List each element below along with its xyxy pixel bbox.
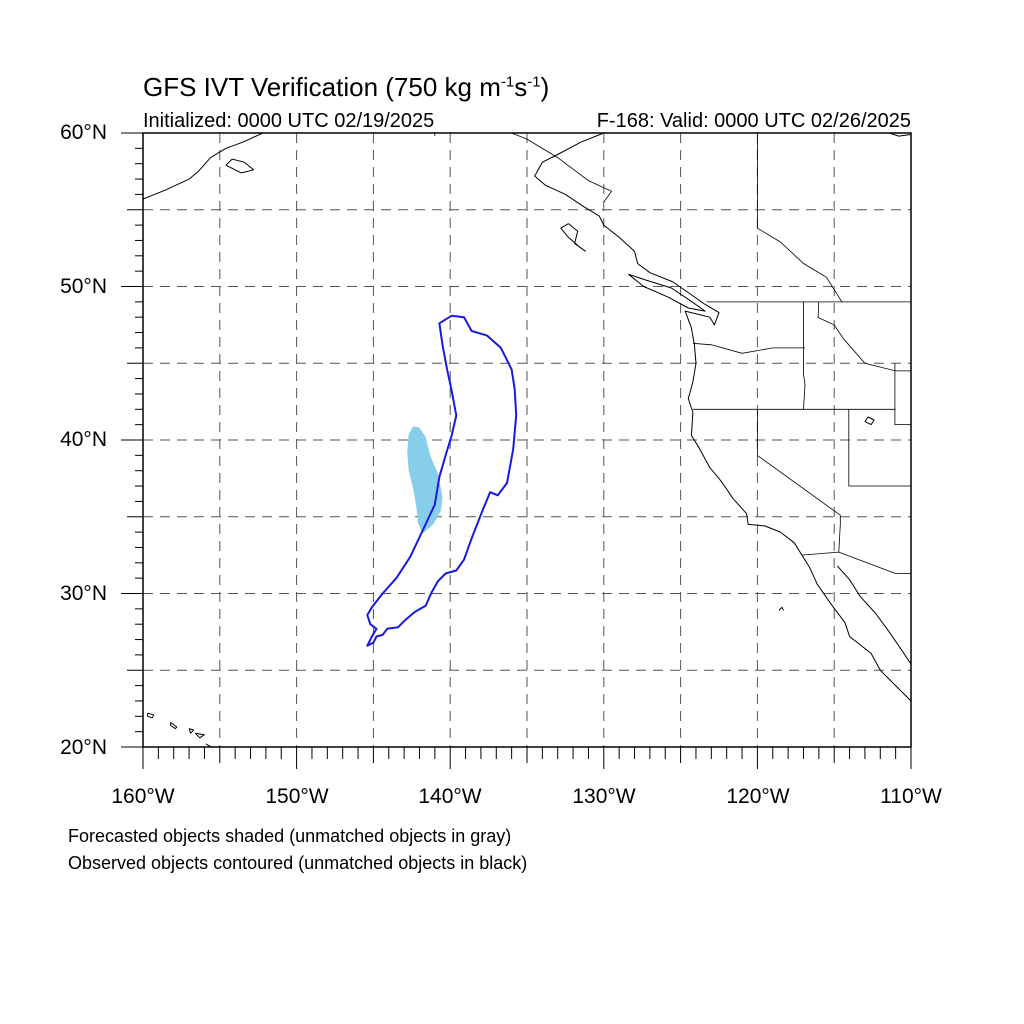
coastline [143, 133, 264, 200]
lon-label-150w: 150°W [265, 785, 329, 808]
legend-note-forecast: Forecasted objects shaded (unmatched obj… [68, 826, 512, 846]
coastlines [143, 133, 911, 747]
coastline [188, 728, 195, 734]
lon-label-120w: 120°W [726, 785, 790, 808]
observed-ivt-contour [366, 314, 518, 647]
lon-label-110w: 110°W [880, 785, 942, 808]
coastline [889, 133, 911, 137]
political-border [757, 409, 841, 553]
political-border [817, 301, 911, 372]
coastline [194, 732, 205, 739]
political-border [801, 551, 911, 574]
forecast-ivt-object [407, 426, 443, 534]
lon-label-130w: 130°W [572, 785, 636, 808]
political-border [757, 133, 843, 303]
axis-ticks [121, 132, 912, 769]
coastline [170, 721, 178, 730]
coastline [205, 743, 213, 747]
coastline [628, 273, 706, 312]
ivt-objects [366, 314, 518, 647]
coastline [836, 565, 911, 665]
graticule [143, 133, 911, 747]
initialized-time: Initialized: 0000 UTC 02/19/2025 [143, 110, 435, 132]
coastline [778, 606, 784, 611]
coastline [147, 712, 155, 719]
coastline [225, 158, 255, 174]
lat-label-60n: 60°N [60, 121, 107, 144]
coastline [534, 133, 911, 702]
political-border [894, 363, 911, 426]
coastline [560, 223, 586, 252]
lat-label-20n: 20°N [60, 736, 107, 759]
lon-label-160w: 160°W [111, 785, 175, 808]
page-title: GFS IVT Verification (750 kg m-1s-1) [143, 72, 550, 102]
legend-note-observed: Observed objects contoured (unmatched ob… [68, 853, 528, 873]
lat-label-40n: 40°N [60, 428, 107, 451]
coastline [864, 416, 875, 426]
political-border [803, 301, 806, 410]
political-border [692, 342, 805, 354]
political-border [848, 409, 911, 487]
political-borders [434, 133, 911, 574]
political-border [511, 133, 613, 203]
lon-label-140w: 140°W [418, 785, 482, 808]
valid-time: F-168: Valid: 0000 UTC 02/26/2025 [596, 110, 911, 132]
lat-label-30n: 30°N [60, 582, 107, 605]
lat-label-50n: 50°N [60, 275, 107, 298]
